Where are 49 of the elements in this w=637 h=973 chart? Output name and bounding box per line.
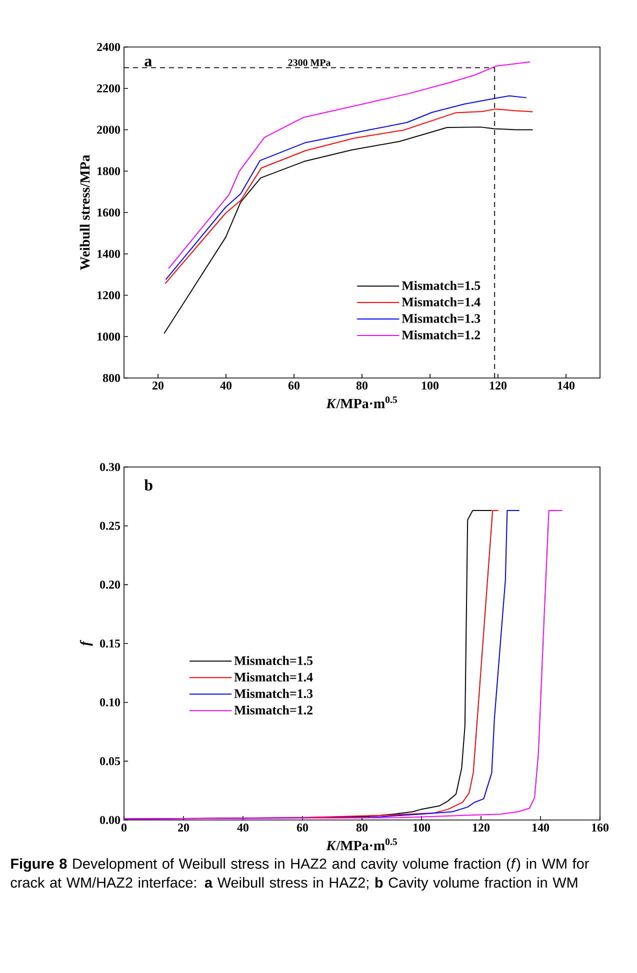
x-tick-label: 140 [558,382,575,390]
y-tick-label: 0.05 [100,757,120,766]
x-tick-label: 80 [356,382,368,390]
x-tick-label: 0 [121,824,127,832]
y-tick-label: 0.25 [100,522,120,530]
y-tick-label: 2200 [97,84,120,92]
y-axis-title: Weibull stress/MPa [80,154,90,270]
x-tick-label: 100 [422,382,439,390]
y-tick-label: 0.20 [100,580,120,589]
y-tick-label: 2400 [97,42,120,52]
legend-label: Mismatch=1.4 [402,297,480,306]
y-tick-label: 0.10 [100,698,120,706]
legend-label: Mismatch=1.5 [402,280,480,290]
annotation: a [144,58,152,66]
legend-label: Mismatch=1.5 [234,656,313,666]
x-axis-title: K/MPa·m$^{0.5}$ [326,396,397,408]
x-tick-label: 120 [472,824,490,832]
y-tick-label: 1200 [98,291,120,300]
x-tick-label: 120 [490,382,507,390]
x-tick-label: 60 [296,824,308,832]
legend-label: Mismatch=1.3 [234,688,313,698]
x-tick-label: 160 [592,824,609,832]
y-tick-label: 2000 [97,126,120,134]
x-tick-label: 40 [237,824,249,832]
y-tick-label: 1400 [98,250,120,258]
y-tick-label: 0.15 [100,639,120,648]
y-axis-title: f [80,640,93,646]
legend-label: Mismatch=1.3 [402,314,480,323]
legend-label: Mismatch=1.2 [234,705,312,714]
y-tick-label: 0.00 [100,816,120,824]
y-tick-label: 1600 [98,208,120,217]
legend-label: Mismatch=1.2 [402,330,480,340]
line-series [168,61,530,270]
ref-line-label: 2300 MPa [288,59,331,66]
y-tick-label: 1000 [98,332,120,341]
x-tick-label: 140 [532,824,550,832]
x-tick-label: 20 [152,382,164,390]
y-tick-label: 1800 [98,167,120,176]
y-tick-label: 0.30 [100,462,120,472]
y-tick-label: 800 [102,374,120,382]
x-tick-label: 80 [356,824,368,832]
legend-label: Mismatch=1.4 [234,672,313,682]
x-tick-label: 100 [413,824,430,832]
annotation: b [144,479,152,491]
x-axis-title: K/MPa·m$^{0.5}$ [326,838,397,850]
x-tick-label: 20 [178,824,190,832]
x-tick-label: 40 [220,382,232,390]
x-tick-label: 60 [288,382,300,390]
text: Figure 8 Development of Weibull stress in HAZ2 and cavity volume fraction (f) in WM for crack at WM/HAZ2 interface: a Weibull stress in HAZ2; b Cavity volume fraction in WM [10,858,589,891]
